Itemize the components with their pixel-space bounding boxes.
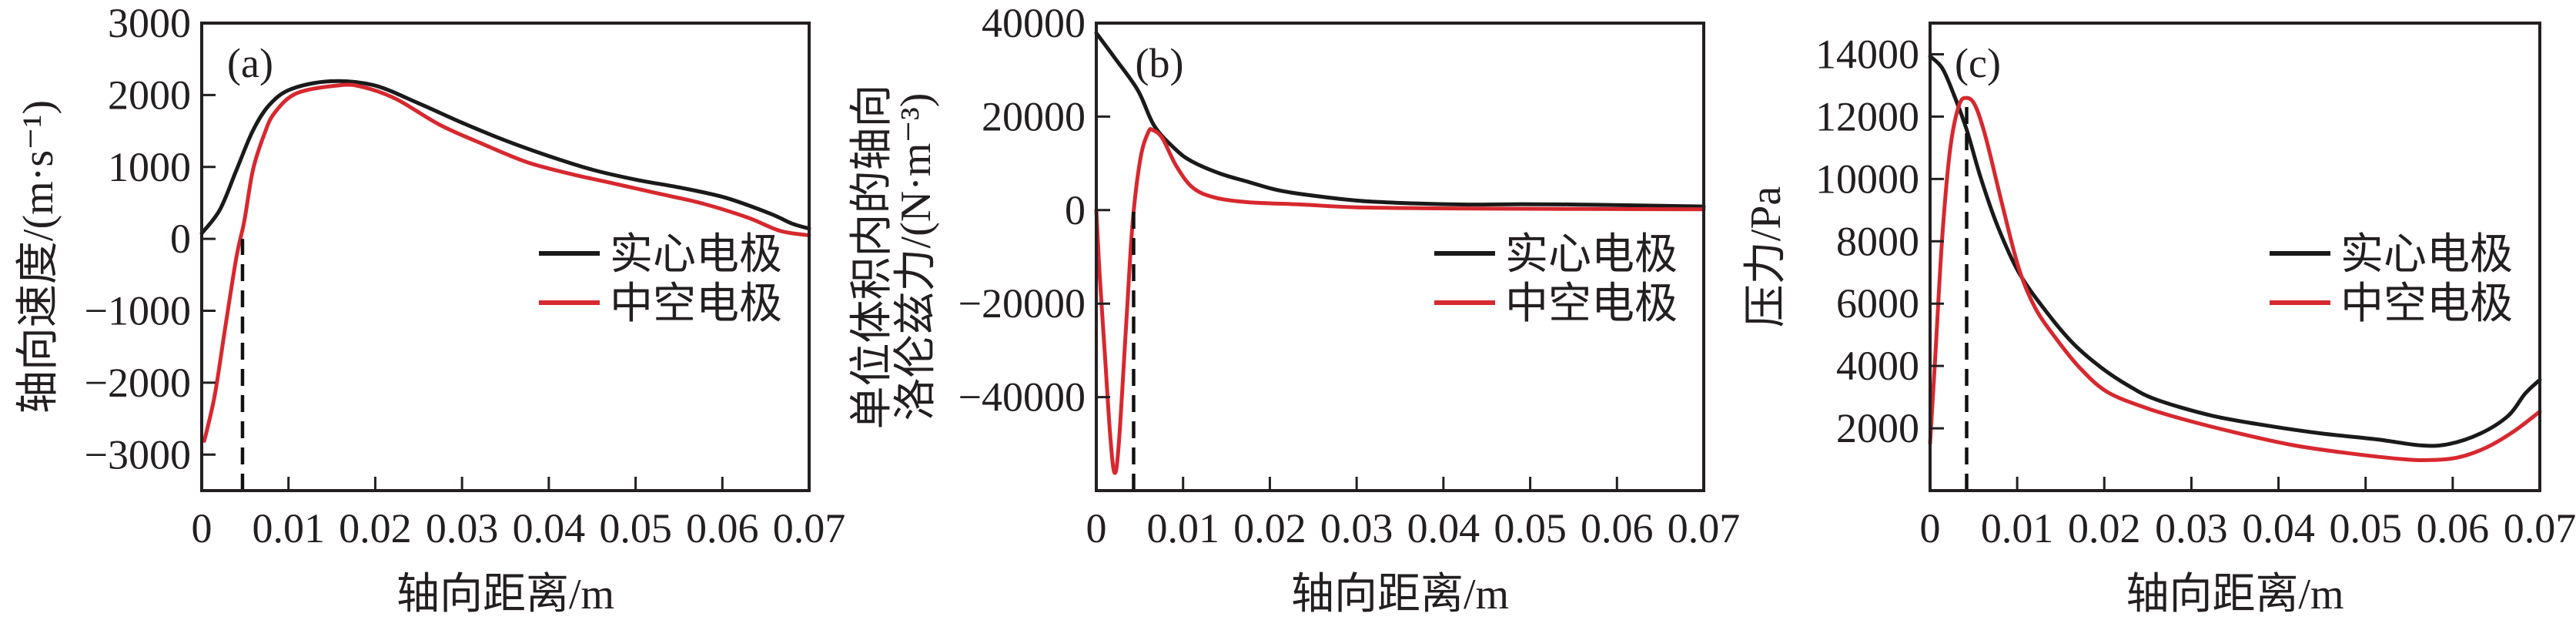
y-axis-title: 洛伦兹力/(N·m⁻³)	[892, 93, 940, 421]
y-tick-label: 8000	[1836, 218, 1919, 264]
x-axis-title: 轴向距离/m	[396, 571, 614, 618]
y-tick-label: −1000	[85, 288, 191, 334]
x-tick-label: 0.06	[1581, 505, 1654, 551]
x-tick-label: 0.04	[1407, 505, 1480, 551]
y-tick-label: 20000	[982, 93, 1086, 139]
x-tick-label: 0.02	[1233, 505, 1306, 551]
y-tick-label: 10000	[1815, 156, 1919, 202]
legend-label: 实心电极	[1505, 231, 1678, 279]
y-tick-label: −40000	[958, 374, 1086, 421]
x-tick-label: 0.05	[1494, 505, 1567, 551]
y-axis-title: 轴向速度/(m·s⁻¹)	[15, 100, 62, 414]
x-tick-label: 0.01	[1981, 505, 2054, 551]
y-tick-label: 1000	[108, 144, 191, 190]
y-axis-title: 单位体积内的轴向	[848, 85, 896, 430]
x-tick-label: 0.05	[2329, 505, 2402, 551]
y-axis-title: 压力/Pa	[1742, 186, 1790, 328]
x-tick-label: 0.03	[2155, 505, 2228, 551]
y-tick-label: 12000	[1815, 93, 1919, 139]
legend-label: 中空电极	[610, 280, 782, 328]
chart-panel-b: 0 0.01 0.02 0.03 0.04 0.05 0.06 0.07 −40000 −2000…	[848, 0, 1740, 618]
x-tick-label: 0.02	[2068, 505, 2141, 551]
series-line-hollow-electrode	[1094, 126, 1706, 475]
x-axis-title: 轴向距离/m	[1291, 571, 1509, 618]
x-tick-label: 0.03	[426, 505, 499, 551]
chart-panel-a: 0 0.01 0.02 0.03 0.04 0.05 0.06 0.07 −3000 −2000 −…	[15, 0, 845, 618]
legend-label: 实心电极	[610, 231, 782, 279]
x-tick-label: 0.06	[2417, 505, 2490, 551]
chart-panel-c: 0 0.01 0.02 0.03 0.04 0.05 0.06 0.07 2000 4000 600…	[1742, 22, 2576, 618]
plot-frame	[1929, 22, 2541, 492]
series-line-solid-electrode	[199, 79, 811, 236]
plot-frame	[1095, 22, 1705, 492]
panel-label: (a)	[227, 40, 273, 86]
legend-label: 实心电极	[2340, 231, 2513, 279]
x-tick-label: 0.07	[773, 505, 846, 551]
legend-label: 中空电极	[2340, 280, 2513, 328]
legend-label: 中空电极	[1505, 280, 1678, 328]
x-tick-label: 0	[1086, 505, 1107, 551]
y-tick-label: 14000	[1815, 31, 1919, 77]
y-tick-label: −20000	[958, 280, 1086, 327]
x-tick-label: 0.01	[252, 505, 325, 551]
x-tick-label: 0	[192, 505, 212, 551]
x-tick-label: 0.04	[2242, 505, 2315, 551]
panel-label: (c)	[1955, 40, 2001, 86]
series-line-hollow-electrode	[1928, 96, 2542, 463]
y-tick-label: −2000	[85, 360, 191, 406]
y-tick-label: 40000	[982, 0, 1086, 46]
x-tick-label: 0.07	[1668, 505, 1741, 551]
y-tick-label: 0	[170, 216, 191, 262]
x-tick-label: 0.06	[686, 505, 759, 551]
y-tick-label: 2000	[108, 72, 191, 118]
y-tick-label: −3000	[85, 431, 191, 478]
plot-frame	[200, 22, 811, 492]
x-axis-title: 轴向距离/m	[2126, 571, 2343, 618]
series-line-solid-electrode	[1094, 31, 1706, 209]
y-tick-label: 2000	[1836, 405, 1919, 451]
y-tick-label: 4000	[1836, 343, 1919, 389]
x-tick-label: 0.02	[339, 505, 412, 551]
x-tick-label: 0.05	[599, 505, 672, 551]
panel-label: (b)	[1136, 40, 1184, 86]
x-tick-label: 0.04	[513, 505, 586, 551]
x-tick-label: 0.03	[1320, 505, 1393, 551]
series-line-hollow-electrode	[202, 82, 811, 443]
series-line-solid-electrode	[1928, 54, 2542, 448]
y-tick-label: 0	[1065, 187, 1086, 233]
x-tick-label: 0.07	[2504, 505, 2576, 551]
y-tick-label: 3000	[108, 0, 191, 46]
y-tick-label: 6000	[1836, 280, 1919, 327]
x-tick-label: 0.01	[1146, 505, 1219, 551]
x-tick-label: 0	[1920, 505, 1941, 551]
